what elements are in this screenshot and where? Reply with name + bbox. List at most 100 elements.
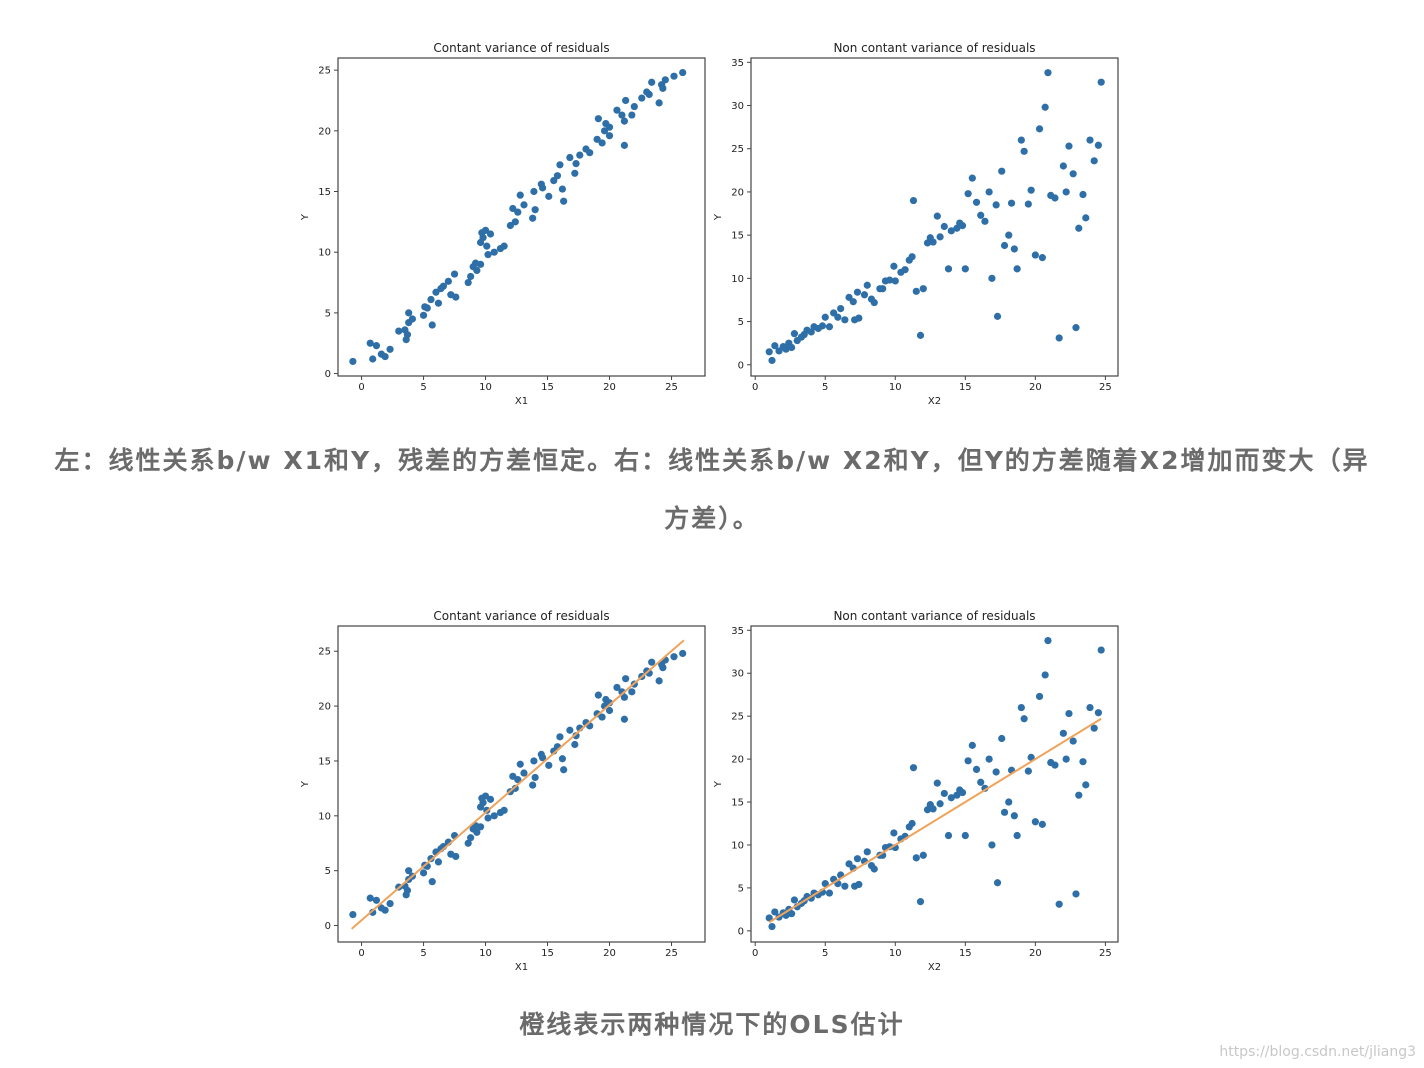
point <box>545 192 553 200</box>
point <box>1000 241 1009 250</box>
y-tick-label: 20 <box>318 126 331 137</box>
point <box>771 908 779 916</box>
point <box>349 910 357 919</box>
y-tick-label: 15 <box>318 756 331 767</box>
x-axis-label: X2 <box>928 396 941 407</box>
point <box>473 266 481 275</box>
point <box>423 304 431 312</box>
point <box>771 342 779 350</box>
chart-title: Contant variance of residuals <box>433 41 609 55</box>
point <box>901 266 909 274</box>
point <box>1090 724 1098 732</box>
point <box>1079 190 1087 199</box>
x-tick-label: 10 <box>889 382 902 393</box>
axes-frame <box>337 57 706 377</box>
point <box>879 285 887 293</box>
caption: 左：线性关系b/w X1和Y，残差的方差恒定。右：线性关系b/w X2和Y，但Y… <box>54 446 1370 533</box>
point <box>520 201 528 209</box>
point <box>484 814 492 822</box>
point <box>1069 170 1077 178</box>
point <box>964 190 972 198</box>
point <box>933 212 941 220</box>
point <box>870 865 878 873</box>
point <box>964 757 972 765</box>
y-tick-label: 30 <box>731 669 744 680</box>
point <box>1005 231 1013 239</box>
x-tick-label: 0 <box>752 382 758 393</box>
point <box>372 342 381 350</box>
chart-title: Non contant variance of residuals <box>833 41 1035 55</box>
point <box>849 298 857 306</box>
fit-line <box>768 717 1102 924</box>
point <box>408 315 416 323</box>
point <box>1041 671 1049 679</box>
point <box>571 740 579 749</box>
point <box>483 242 491 250</box>
point <box>1024 767 1032 775</box>
point <box>860 291 869 299</box>
point <box>1097 78 1105 86</box>
point <box>605 123 614 131</box>
point <box>863 281 871 289</box>
point <box>481 226 490 234</box>
caption: 橙线表示两种情况下的OLS估计 <box>519 1010 905 1039</box>
point <box>977 778 985 786</box>
point <box>479 234 487 242</box>
point <box>788 910 796 918</box>
point <box>870 298 878 307</box>
point <box>500 806 508 814</box>
y-tick-label: 20 <box>318 702 331 713</box>
point <box>434 858 443 866</box>
point <box>929 805 937 813</box>
point <box>530 757 538 765</box>
point <box>516 191 524 199</box>
point <box>988 841 996 849</box>
point <box>890 829 898 837</box>
point <box>467 834 475 842</box>
point <box>1013 265 1021 273</box>
point <box>1094 141 1102 149</box>
point <box>834 313 842 321</box>
point <box>538 184 547 192</box>
point <box>1044 636 1052 645</box>
point <box>598 713 606 721</box>
point <box>909 196 918 205</box>
x-tick-label: 5 <box>420 382 426 393</box>
point <box>1079 758 1087 766</box>
y-tick-label: 10 <box>318 248 331 259</box>
point <box>1041 103 1049 111</box>
point <box>531 773 539 782</box>
point <box>395 327 403 335</box>
point <box>622 96 630 105</box>
y-axis-label: Y <box>300 213 311 221</box>
y-tick-label: 0 <box>325 369 331 380</box>
point <box>679 649 687 658</box>
point <box>961 265 969 273</box>
point <box>550 176 558 185</box>
x-axis-label: X1 <box>515 396 528 407</box>
point <box>936 233 944 241</box>
point <box>419 311 428 319</box>
y-tick-label: 15 <box>731 798 744 809</box>
point <box>670 72 678 80</box>
point <box>947 794 955 802</box>
point <box>560 197 568 205</box>
point <box>520 769 528 777</box>
point <box>403 886 412 895</box>
point <box>381 352 389 361</box>
point <box>566 726 574 734</box>
point <box>500 242 508 250</box>
point <box>556 733 564 741</box>
x-tick-label: 20 <box>603 948 616 959</box>
point <box>369 355 377 363</box>
point <box>531 206 539 214</box>
point <box>586 149 594 157</box>
y-axis-label: Y <box>713 780 724 788</box>
point <box>516 760 524 768</box>
point <box>490 812 498 820</box>
point <box>659 664 667 672</box>
point <box>993 879 1002 887</box>
point <box>1017 703 1025 712</box>
point <box>529 781 537 789</box>
point <box>450 270 459 278</box>
